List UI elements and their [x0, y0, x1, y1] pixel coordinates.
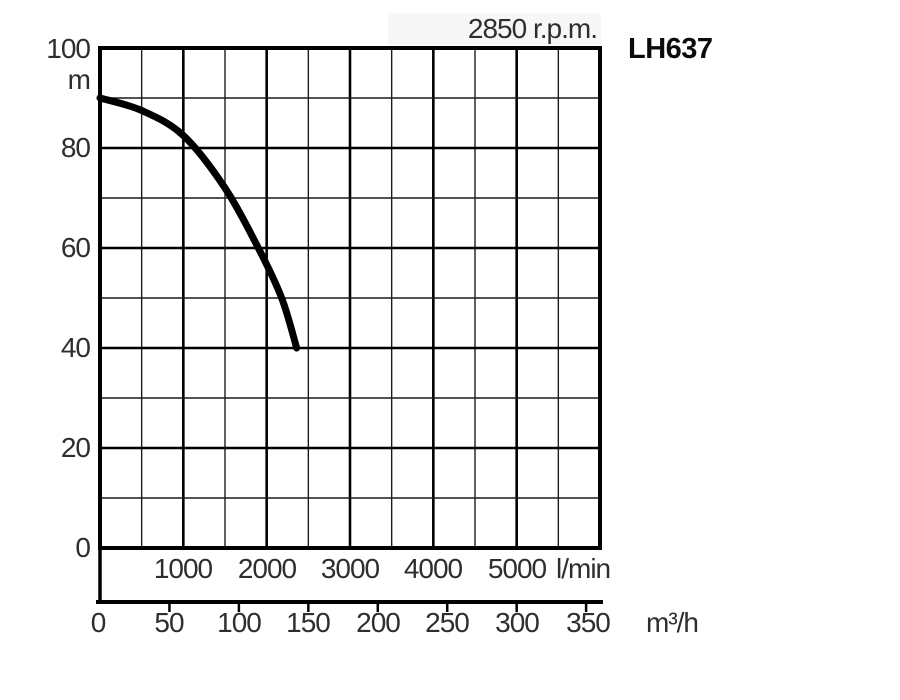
lmin-tick-2000: 2000: [237, 553, 297, 584]
lmin-tick-1000: 1000: [153, 553, 213, 584]
lmin-tick-4000: 4000: [403, 553, 463, 584]
y-axis-unit: m: [67, 64, 91, 95]
y-tick-40: 40: [60, 332, 91, 363]
m3h-tick-50: 50: [154, 607, 184, 638]
model-label: LH637: [628, 33, 713, 65]
y-tick-20: 20: [60, 432, 91, 463]
m3h-axis-unit: m³/h: [646, 607, 699, 638]
m3h-tick-300: 300: [495, 607, 540, 638]
y-tick-100: 100: [46, 33, 91, 64]
y-tick-0: 0: [75, 532, 91, 563]
m3h-tick-250: 250: [425, 607, 470, 638]
m3h-tick-200: 200: [356, 607, 401, 638]
y-tick-60: 60: [60, 232, 91, 263]
pump-head-curve: [96, 94, 301, 352]
m3h-tick-100: 100: [217, 607, 262, 638]
m3h-tick-0: 0: [90, 607, 107, 638]
lmin-axis-unit: l/min: [556, 553, 611, 584]
rpm-title: 2850 r.p.m.: [388, 13, 601, 45]
lmin-tick-3000: 3000: [320, 553, 380, 584]
m3h-tick-350: 350: [566, 607, 611, 638]
y-tick-80: 80: [60, 132, 91, 163]
grid-lines: [98, 46, 602, 550]
m3h-axis: [96, 546, 603, 612]
plot-border: [98, 46, 602, 550]
lmin-tick-5000: 5000: [487, 553, 547, 584]
m3h-tick-150: 150: [286, 607, 331, 638]
